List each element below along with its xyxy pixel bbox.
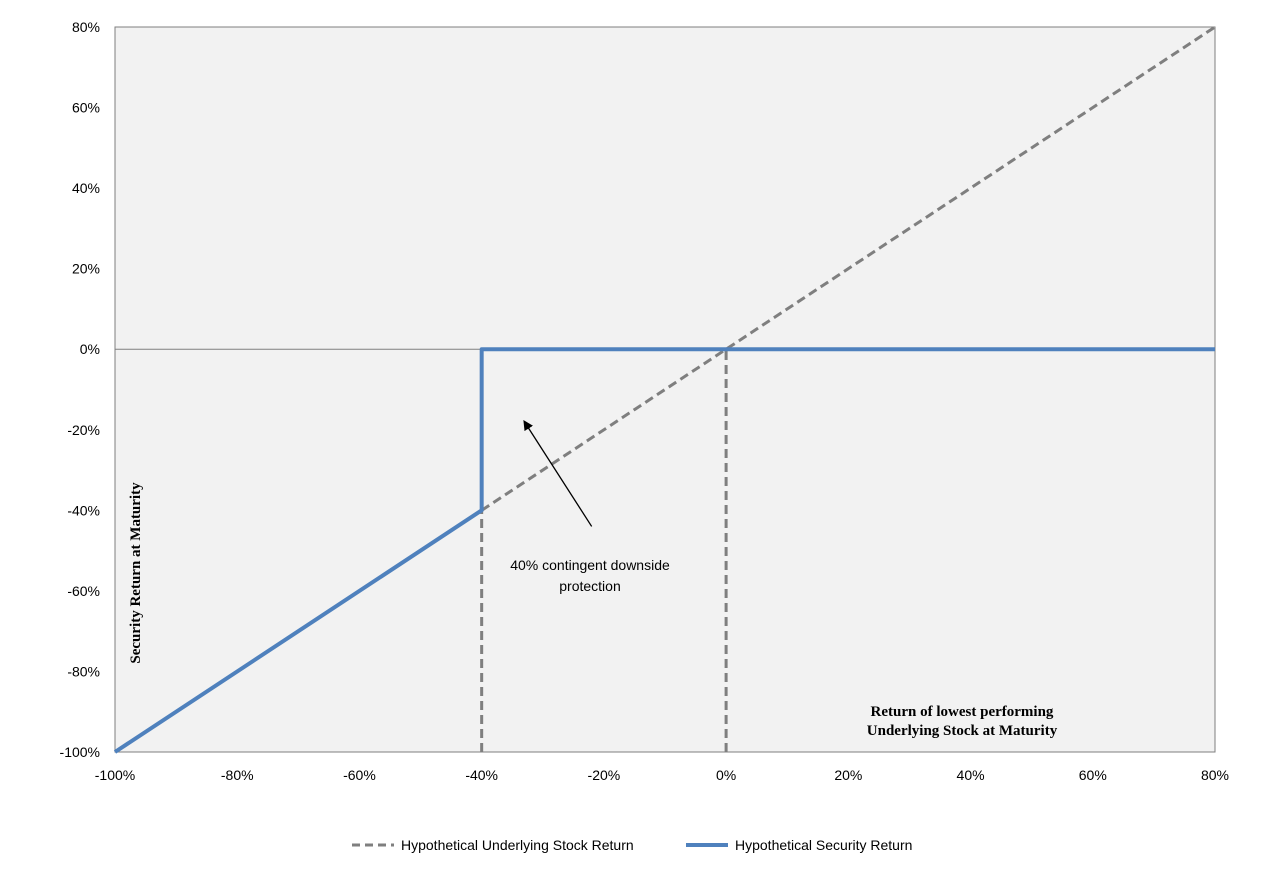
y-tick-label: -100%	[60, 744, 100, 760]
x-tick-label: -100%	[95, 767, 135, 783]
x-axis-ticks: -100% -80% -60% -40% -20% 0% 20% 40% 60% 80%	[95, 767, 1229, 783]
annotation-group: 40% contingent downside protection	[510, 420, 670, 594]
annotation-text: protection	[559, 578, 620, 594]
x-tick-label: -80%	[221, 767, 254, 783]
y-tick-label: -40%	[67, 502, 100, 518]
reference-lines	[480, 349, 728, 752]
y-axis-title-group: Security Return at Maturity	[128, 482, 144, 664]
legend-label: Hypothetical Underlying Stock Return	[401, 837, 634, 853]
x-tick-label: 40%	[957, 767, 985, 783]
annotation-text: 40% contingent downside	[510, 557, 670, 573]
y-tick-label: 80%	[72, 19, 100, 35]
annotation-arrow	[523, 420, 593, 527]
x-axis-title-group: Return of lowest performing Underlying St…	[867, 704, 1058, 739]
y-tick-label: -20%	[67, 422, 100, 438]
x-tick-label: -40%	[465, 767, 498, 783]
x-axis-title: Return of lowest performing	[871, 704, 1054, 720]
y-tick-label: 20%	[72, 261, 100, 277]
series-group	[113, 25, 1216, 754]
y-axis-title: Security Return at Maturity	[128, 482, 144, 664]
legend-label: Hypothetical Security Return	[735, 837, 912, 853]
x-tick-label: 60%	[1079, 767, 1107, 783]
underlying-stock-return-line	[480, 25, 1216, 512]
x-tick-label: -20%	[588, 767, 621, 783]
y-tick-label: 60%	[72, 100, 100, 116]
y-axis-ticks: -100% -80% -60% -40% -20% 0% 20% 40% 60% 80%	[60, 19, 100, 760]
x-tick-label: -60%	[343, 767, 376, 783]
x-tick-label: 0%	[716, 767, 736, 783]
x-tick-label: 20%	[834, 767, 862, 783]
y-tick-label: 40%	[72, 180, 100, 196]
x-tick-label: 80%	[1201, 767, 1229, 783]
legend: Hypothetical Underlying Stock Return Hypo…	[352, 837, 912, 853]
y-tick-label: -80%	[67, 663, 100, 679]
y-tick-label: 0%	[80, 341, 100, 357]
y-tick-label: -60%	[67, 583, 100, 599]
x-axis-title: Underlying Stock at Maturity	[867, 723, 1058, 739]
security-return-line	[113, 347, 1215, 754]
